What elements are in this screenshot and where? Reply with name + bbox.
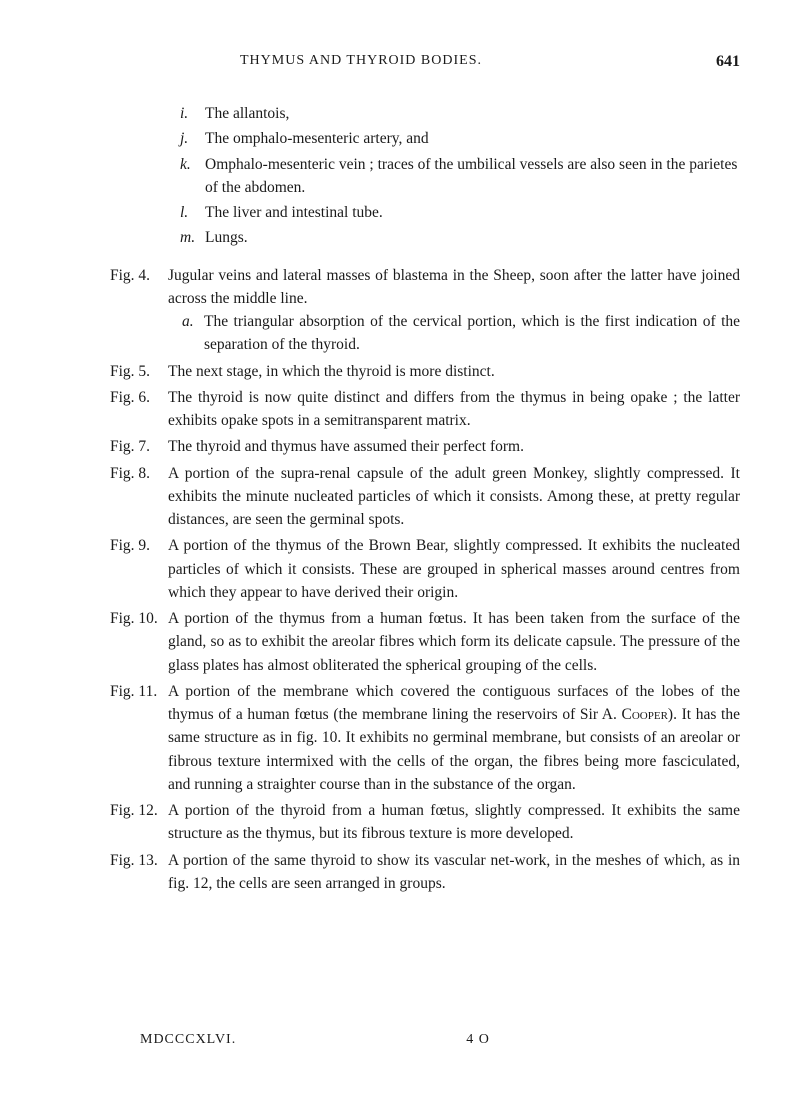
fig-13: Fig. 13. A portion of the same thyroid t… — [110, 849, 740, 896]
fig-text: A portion of the thyroid from a human fœ… — [168, 799, 740, 846]
page-header: THYMUS AND THYROID BODIES. 641 — [110, 50, 740, 74]
fig-7: Fig. 7. The thyroid and thymus have assu… — [110, 435, 740, 458]
page-number: 641 — [716, 50, 740, 74]
sub-item-l: l. The liver and intestinal tube. — [180, 201, 740, 224]
sub-text: Omphalo-mesenteric vein ; traces of the … — [205, 153, 740, 200]
fig-label: Fig. 5. — [110, 360, 168, 383]
fig-11: Fig. 11. A portion of the membrane which… — [110, 680, 740, 796]
sub-text: The allantois, — [205, 102, 740, 125]
footer-signature: 4 O — [466, 1029, 490, 1050]
sub-text: Lungs. — [205, 226, 740, 249]
sub-item-j: j. The omphalo-mesenteric artery, and — [180, 127, 740, 150]
fig-text: The thyroid is now quite distinct and di… — [168, 386, 740, 433]
fig-text: A portion of the thymus of the Brown Bea… — [168, 534, 740, 604]
header-title: THYMUS AND THYROID BODIES. — [240, 50, 482, 74]
sub-item-m: m. Lungs. — [180, 226, 740, 249]
author-name: Cooper — [622, 706, 668, 723]
fig-content: Jugular veins and lateral masses of blas… — [168, 264, 740, 357]
fig-label: Fig. 6. — [110, 386, 168, 433]
footer-year: MDCCCXLVI. — [140, 1029, 236, 1050]
sub-text: The liver and intestinal tube. — [205, 201, 740, 224]
fig-text: A portion of the supra-renal capsule of … — [168, 462, 740, 532]
fig-label: Fig. 11. — [110, 680, 168, 796]
sub-label: l. — [180, 201, 205, 224]
sub-label: i. — [180, 102, 205, 125]
fig-label: Fig. 9. — [110, 534, 168, 604]
fig-4: Fig. 4. Jugular veins and lateral masses… — [110, 264, 740, 357]
fig-9: Fig. 9. A portion of the thymus of the B… — [110, 534, 740, 604]
fig-label: Fig. 13. — [110, 849, 168, 896]
inner-text: The triangular absorption of the cervica… — [204, 310, 740, 357]
sub-item-k: k. Omphalo-mesenteric vein ; traces of t… — [180, 153, 740, 200]
fig-label: Fig. 7. — [110, 435, 168, 458]
fig-6: Fig. 6. The thyroid is now quite distinc… — [110, 386, 740, 433]
sub-label: k. — [180, 153, 205, 200]
inner-label: a. — [182, 310, 204, 357]
sub-text: The omphalo-mesenteric artery, and — [205, 127, 740, 150]
fig-text: A portion of the same thyroid to show it… — [168, 849, 740, 896]
fig-8: Fig. 8. A portion of the supra-renal cap… — [110, 462, 740, 532]
fig-text: Jugular veins and lateral masses of blas… — [168, 267, 740, 307]
fig-text: The thyroid and thymus have assumed thei… — [168, 435, 740, 458]
fig-5: Fig. 5. The next stage, in which the thy… — [110, 360, 740, 383]
fig-label: Fig. 12. — [110, 799, 168, 846]
fig-content: A portion of the membrane which covered … — [168, 680, 740, 796]
fig-text: A portion of the thymus from a human fœt… — [168, 607, 740, 677]
fig-4-sub-a: a. The triangular absorption of the cerv… — [182, 310, 740, 357]
fig-text: The next stage, in which the thyroid is … — [168, 360, 740, 383]
fig-label: Fig. 8. — [110, 462, 168, 532]
sub-label: j. — [180, 127, 205, 150]
sub-item-i: i. The allantois, — [180, 102, 740, 125]
fig-12: Fig. 12. A portion of the thyroid from a… — [110, 799, 740, 846]
page-footer: MDCCCXLVI. 4 O — [110, 1029, 740, 1050]
fig-label: Fig. 10. — [110, 607, 168, 677]
fig-label: Fig. 4. — [110, 264, 168, 357]
sub-label: m. — [180, 226, 205, 249]
sub-list: i. The allantois, j. The omphalo-mesente… — [180, 102, 740, 250]
fig-10: Fig. 10. A portion of the thymus from a … — [110, 607, 740, 677]
